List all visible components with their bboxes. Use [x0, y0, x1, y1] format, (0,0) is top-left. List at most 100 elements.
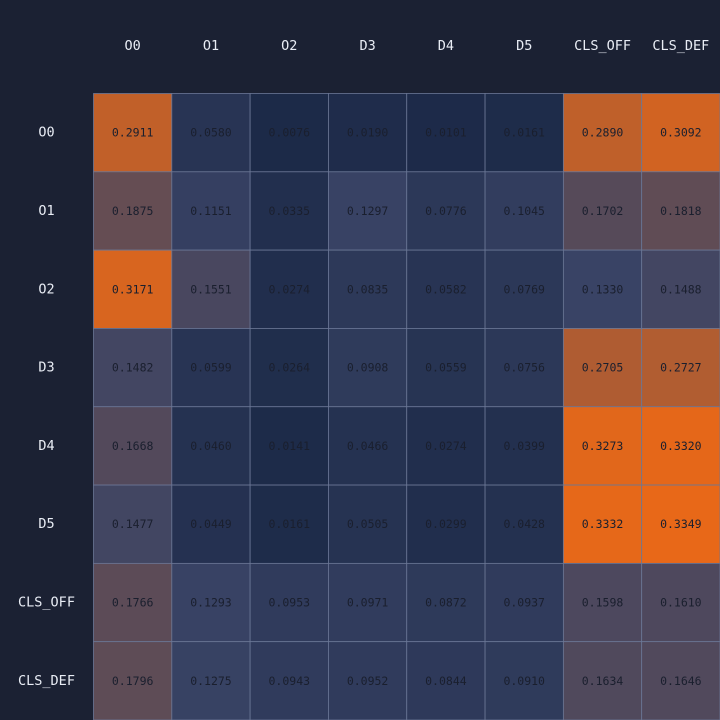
- column-label-o1: O1: [203, 38, 219, 54]
- heatmap-cell: [171, 249, 251, 329]
- cell-value-label: 0.0776: [425, 204, 467, 218]
- heatmap-cell: [328, 171, 408, 251]
- heatmap-cell: [171, 484, 251, 564]
- column-label-o0: O0: [125, 38, 141, 54]
- cell-value-label: 0.3349: [660, 517, 702, 531]
- cell-value-label: 0.0161: [269, 517, 311, 531]
- cell-value-label: 0.1151: [190, 204, 232, 218]
- cell-value-label: 0.2705: [582, 361, 624, 375]
- cell-value-label: 0.0599: [190, 361, 232, 375]
- cell-value-label: 0.0872: [425, 596, 467, 610]
- heatmap-cell: [406, 328, 486, 408]
- cell-value-label: 0.1297: [347, 204, 389, 218]
- heatmap-cell: [562, 93, 643, 173]
- cell-value-label: 0.1796: [112, 674, 154, 688]
- row-label-o0: O0: [38, 125, 54, 141]
- heatmap-cell: [249, 93, 329, 173]
- cell-value-label: 0.3092: [660, 126, 702, 140]
- cell-value-label: 0.1551: [190, 282, 232, 296]
- cell-value-label: 0.0505: [347, 517, 389, 531]
- cell-value-label: 0.1818: [660, 204, 702, 218]
- cell-value-label: 0.0466: [347, 439, 389, 453]
- heatmap-cell: [562, 249, 643, 329]
- cell-value-label: 0.0769: [503, 282, 545, 296]
- cell-value-label: 0.0943: [269, 674, 311, 688]
- heatmap-cell: [484, 406, 564, 486]
- cell-value-label: 0.1610: [660, 596, 702, 610]
- cell-value-label: 0.1477: [112, 517, 154, 531]
- cell-value-label: 0.0908: [347, 361, 389, 375]
- cell-value-label: 0.0449: [190, 517, 232, 531]
- heatmap-cell: [641, 93, 720, 173]
- heatmap-cell: [484, 171, 564, 251]
- cell-value-label: 0.0910: [503, 674, 545, 688]
- row-label-cls-def: CLS_DEF: [18, 673, 75, 689]
- cell-value-label: 0.3171: [112, 282, 154, 296]
- cell-value-label: 0.0141: [269, 439, 311, 453]
- column-label-d3: D3: [359, 38, 375, 54]
- heatmap-cell: [328, 406, 408, 486]
- row-label-o1: O1: [38, 203, 54, 219]
- cell-value-label: 0.1668: [112, 439, 154, 453]
- heatmap-cell: [641, 641, 720, 720]
- heatmap-cell: [93, 562, 173, 643]
- cell-value-label: 0.0076: [269, 126, 311, 140]
- heatmap-cells: 0.2911 0.0580 0.0076 0.0190 0.0101 0.0161 0.28…: [93, 93, 720, 720]
- heatmap-cell: [641, 484, 720, 564]
- cell-value-label: 0.2727: [660, 361, 702, 375]
- heatmap-cell: [484, 93, 564, 173]
- cell-value-label: 0.0756: [503, 361, 545, 375]
- heatmap-cell: [328, 328, 408, 408]
- cell-value-label: 0.0953: [269, 596, 311, 610]
- heatmap-cell: [406, 171, 486, 251]
- heatmap-cell: [562, 641, 643, 720]
- cell-value-label: 0.0937: [503, 596, 545, 610]
- row-label-d3: D3: [38, 360, 54, 376]
- cell-value-label: 0.0952: [347, 674, 389, 688]
- heatmap-cell: [328, 641, 408, 720]
- cell-value-label: 0.0299: [425, 517, 467, 531]
- heatmap-cell: [249, 406, 329, 486]
- cell-value-label: 0.1702: [582, 204, 624, 218]
- heatmap-cell: [171, 328, 251, 408]
- heatmap-cell: [328, 249, 408, 329]
- cell-value-label: 0.0428: [503, 517, 545, 531]
- cell-value-label: 0.1330: [582, 282, 624, 296]
- heatmap-cell: [641, 328, 720, 408]
- cell-value-label: 0.1766: [112, 596, 154, 610]
- cell-value-label: 0.2890: [582, 126, 624, 140]
- row-label-d5: D5: [38, 516, 54, 532]
- cell-value-label: 0.0101: [425, 126, 467, 140]
- cell-value-label: 0.3332: [582, 517, 624, 531]
- heatmap-cell: [562, 406, 643, 486]
- cell-value-label: 0.0274: [425, 439, 467, 453]
- cell-value-label: 0.0274: [269, 282, 311, 296]
- heatmap-cell: [171, 93, 251, 173]
- heatmap-cell: [562, 328, 643, 408]
- column-label-d5: D5: [516, 38, 532, 54]
- heatmap-cell: [562, 484, 643, 564]
- heatmap-cell: [249, 249, 329, 329]
- heatmap-cell: [641, 406, 720, 486]
- heatmap-cell: [328, 484, 408, 564]
- column-label-cls-def: CLS_DEF: [652, 38, 709, 54]
- cell-value-label: 0.0559: [425, 361, 467, 375]
- row-labels: O0 O1 O2 D3 D4 D5 CLS_OFF CLS_DEF: [18, 125, 75, 689]
- cell-value-label: 0.2911: [112, 126, 154, 140]
- cell-value-label: 0.0835: [347, 282, 389, 296]
- cell-value-label: 0.1646: [660, 674, 702, 688]
- column-label-d4: D4: [438, 38, 454, 54]
- cell-value-label: 0.0335: [269, 204, 311, 218]
- cell-value-label: 0.3320: [660, 439, 702, 453]
- heatmap-cell: [484, 562, 564, 643]
- cell-value-label: 0.0971: [347, 596, 389, 610]
- cell-value-label: 0.0264: [269, 361, 311, 375]
- cell-value-label: 0.1634: [582, 674, 624, 688]
- column-label-o2: O2: [281, 38, 297, 54]
- cell-value-label: 0.1045: [503, 204, 545, 218]
- heatmap-cell: [93, 93, 173, 173]
- cell-value-label: 0.0580: [190, 126, 232, 140]
- heatmap-cell: [171, 562, 251, 643]
- cell-value-label: 0.0844: [425, 674, 467, 688]
